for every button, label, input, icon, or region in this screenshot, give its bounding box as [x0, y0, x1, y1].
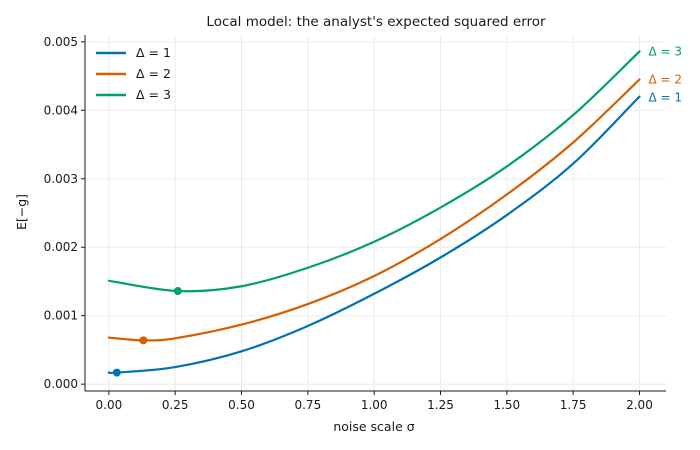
end-label-2: Δ = 2: [648, 73, 682, 87]
y-tick-label-4: 0.004: [44, 103, 78, 117]
series-2: Δ = 2: [107, 73, 682, 345]
end-label-3: Δ = 3: [648, 44, 682, 58]
grid: [85, 35, 666, 391]
series-layer: Δ = 1 Δ = 2 Δ = 3: [107, 44, 682, 377]
series-3: Δ = 3: [107, 44, 682, 296]
x-tick-label-0: 0.00: [96, 398, 123, 412]
x-tick-label-4: 1.00: [361, 398, 388, 412]
min-point-marker-1: [112, 368, 121, 377]
x-tick-label-7: 1.75: [560, 398, 587, 412]
legend-label-1: Δ = 1: [136, 45, 171, 60]
x-tick-label-3: 0.75: [294, 398, 321, 412]
legend-label-3: Δ = 3: [136, 87, 171, 102]
chart-title: Local model: the analyst's expected squa…: [206, 14, 546, 30]
x-tick-label-2: 0.50: [228, 398, 255, 412]
y-axis-label: E[−g]: [14, 194, 29, 230]
y-tick-label-3: 0.003: [44, 172, 78, 186]
axes: 0.00 0.25 0.50 0.75 1.00 1.25 1.50 1.75 2.00 0.00…: [44, 35, 666, 412]
y-tick-label-0: 0.000: [44, 377, 78, 391]
series-line-1: [107, 95, 641, 375]
x-tick-label-6: 1.50: [493, 398, 520, 412]
x-axis-label: noise scale σ: [333, 419, 414, 434]
series-line-2: [107, 78, 641, 342]
y-tick-label-1: 0.001: [44, 309, 78, 323]
min-point-marker-2: [139, 336, 148, 345]
y-tick-label-5: 0.005: [44, 35, 78, 49]
y-tick-label-2: 0.002: [44, 240, 78, 254]
min-point-marker-3: [173, 287, 182, 296]
x-tick-label-8: 2.00: [626, 398, 653, 412]
legend: Δ = 1 Δ = 2 Δ = 3: [96, 45, 171, 102]
x-tick-label-5: 1.25: [427, 398, 454, 412]
legend-label-2: Δ = 2: [136, 66, 171, 81]
x-tick-label-1: 0.25: [162, 398, 189, 412]
end-label-1: Δ = 1: [648, 91, 682, 105]
series-1: Δ = 1: [107, 91, 682, 377]
series-line-3: [107, 50, 641, 293]
